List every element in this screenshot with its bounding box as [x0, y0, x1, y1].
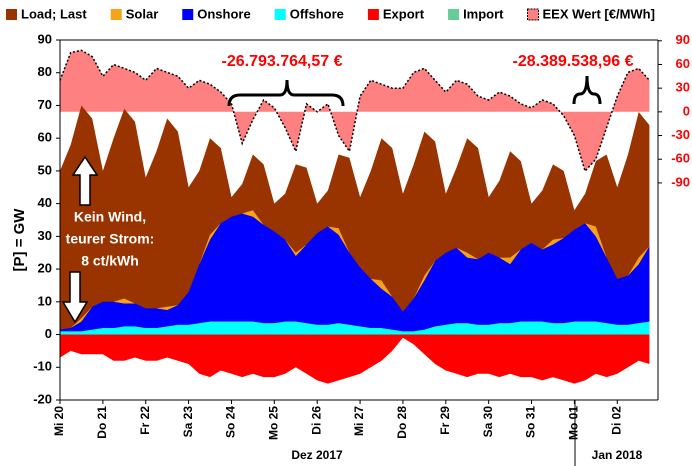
- y2-tick-label: 30: [676, 80, 690, 95]
- y2-tick-label: 60: [676, 56, 690, 71]
- legend-swatch: [110, 9, 122, 20]
- x-tick-label: So 24: [224, 406, 238, 438]
- legend: Load; Last Solar Onshore Offshore Export Impo…: [6, 6, 655, 21]
- legend-swatch: [6, 9, 17, 20]
- y-tick-label: 40: [38, 195, 52, 210]
- x-tick-label: Sa 30: [481, 406, 495, 438]
- annotation: Kein Wind,: [74, 209, 146, 225]
- x-tick-label: Sa 23: [181, 406, 195, 438]
- y2-tick-label: 90: [676, 32, 690, 47]
- legend-label: EEX Wert [€/MWh]: [543, 6, 655, 21]
- stacked-area: [60, 213, 650, 332]
- y-axis-label: [P] = GW: [11, 208, 28, 272]
- y-tick-label: -10: [33, 359, 52, 374]
- x-tick-label: Mo 25: [267, 406, 281, 440]
- legend-label: Import: [463, 6, 504, 21]
- y-tick-label: -20: [33, 391, 52, 406]
- y-tick-label: 10: [38, 293, 52, 308]
- stacked-area: [60, 334, 650, 384]
- y2-tick-label: -60: [671, 151, 690, 166]
- legend-label: Load; Last: [21, 6, 87, 21]
- legend-swatch: [527, 8, 540, 21]
- plot-area: 90 80 70 60 50 40 30 20 10 0 -10 -20 90 60 30 0 -30 -60 -9…: [33, 31, 690, 440]
- y-tick-label: 70: [38, 97, 52, 112]
- y-tick-label: 30: [38, 228, 52, 243]
- x-tick-label: Mo 01: [567, 406, 581, 440]
- legend-label: Onshore: [197, 6, 250, 21]
- x-tick-label: Mi 20: [52, 406, 66, 436]
- price-line: [59, 49, 650, 173]
- y-tick-label: 90: [38, 31, 52, 46]
- y-tick-label: 60: [38, 130, 52, 145]
- y-tick-label: 80: [38, 64, 52, 79]
- y-tick-label: 50: [38, 162, 52, 177]
- legend-swatch: [367, 9, 379, 20]
- x-tick-label: Di 02: [609, 406, 623, 435]
- legend-swatch: [182, 9, 194, 20]
- y2-tick-label: 0: [683, 103, 690, 118]
- month-label: Dez 2017: [291, 448, 343, 462]
- y2-tick-label: -90: [671, 174, 690, 189]
- legend-label: Solar: [126, 6, 159, 21]
- x-tick-label: Do 21: [95, 406, 109, 439]
- annotation: 8 ct/kWh: [81, 253, 139, 269]
- legend-swatch: [274, 9, 286, 20]
- month-label: Jan 2018: [592, 448, 643, 462]
- arrow-up: [71, 155, 99, 206]
- x-tick-label: Fr 29: [438, 406, 452, 435]
- brace: [227, 79, 345, 107]
- x-tick-label: So 31: [524, 406, 538, 438]
- y2-tick-label: -30: [671, 127, 690, 142]
- y-tick-label: 0: [45, 326, 52, 341]
- y-tick-label: 20: [38, 261, 52, 276]
- brace: [572, 75, 602, 105]
- x-tick-label: Fr 22: [138, 406, 152, 435]
- x-tick-label: Di 26: [309, 406, 323, 435]
- stacked-area: [60, 321, 650, 335]
- x-tick-label: Mi 27: [352, 406, 366, 436]
- annotation: -28.389.538,96 €: [513, 53, 634, 70]
- legend-label: Export: [383, 6, 425, 21]
- annotation: teurer Strom:: [66, 231, 155, 247]
- x-tick-label: Do 28: [395, 406, 409, 439]
- legend-swatch: [448, 9, 460, 20]
- legend-label: Offshore: [290, 6, 344, 21]
- annotation: -26.793.764,57 €: [222, 53, 343, 70]
- arrow-down: [61, 271, 89, 324]
- price-area: [60, 50, 650, 172]
